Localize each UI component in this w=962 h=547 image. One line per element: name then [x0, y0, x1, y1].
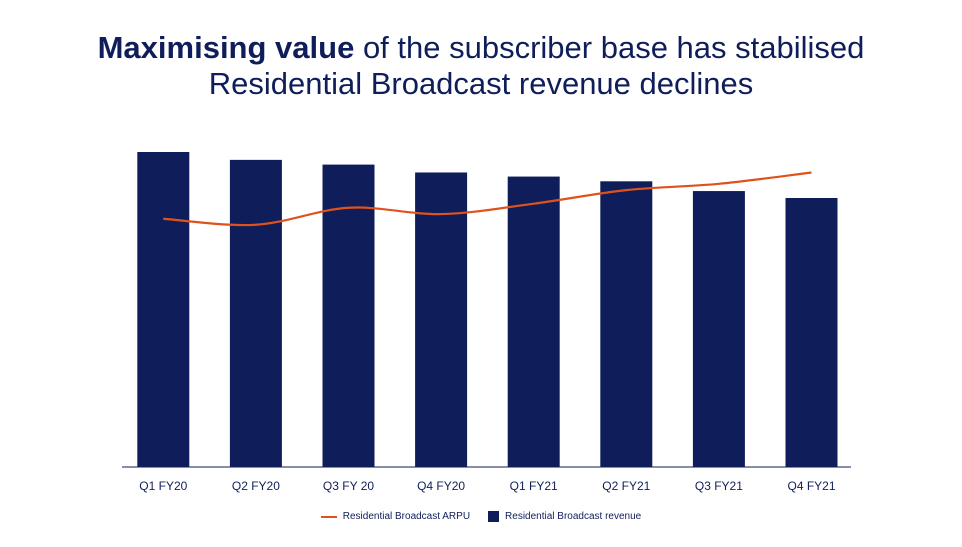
- x-tick-label: Q3 FY21: [695, 479, 743, 493]
- arpu-line: [163, 171, 812, 227]
- bar-3: [322, 164, 375, 467]
- legend: Residential Broadcast ARPU Residential B…: [0, 511, 962, 522]
- legend-label-revenue: Residential Broadcast revenue: [505, 511, 642, 522]
- bar-2: [229, 159, 282, 467]
- bar-4: [415, 172, 468, 467]
- bar-6: [600, 181, 653, 468]
- x-tick-label: Q2 FY20: [232, 479, 280, 493]
- x-tick-labels: Q1 FY20 Q2 FY20 Q3 FY 20 Q4 FY20 Q1 FY21 Q2 F…: [139, 479, 836, 493]
- bar-8: [785, 197, 838, 468]
- title-emphasis: Maximising value: [97, 30, 355, 65]
- bar-5: [507, 176, 560, 467]
- title-line-1: Maximising value of the subscriber base …: [0, 30, 962, 66]
- title-rest: of the subscriber base has stabilised: [354, 30, 865, 65]
- bar-7: [692, 191, 745, 467]
- legend-bar-swatch: [488, 511, 500, 522]
- legend-label-arpu: Residential Broadcast ARPU: [342, 511, 471, 522]
- x-tick-label: Q4 FY20: [417, 479, 465, 493]
- x-tick-label: Q4 FY21: [787, 479, 835, 493]
- x-tick-label: Q3 FY 20: [323, 479, 374, 493]
- legend-item-arpu: Residential Broadcast ARPU: [320, 511, 471, 522]
- chart-title: Maximising value of the subscriber base …: [0, 30, 962, 102]
- x-tick-label: Q1 FY20: [139, 479, 187, 493]
- title-line-2: Residential Broadcast revenue declines: [208, 66, 754, 101]
- x-tick-label: Q2 FY21: [602, 479, 650, 493]
- legend-item-revenue: Residential Broadcast revenue: [488, 511, 641, 522]
- bar-series-group: [137, 152, 838, 468]
- x-tick-label: Q1 FY21: [510, 479, 558, 493]
- bar-1: [137, 152, 190, 467]
- legend-line-swatch: [320, 515, 337, 518]
